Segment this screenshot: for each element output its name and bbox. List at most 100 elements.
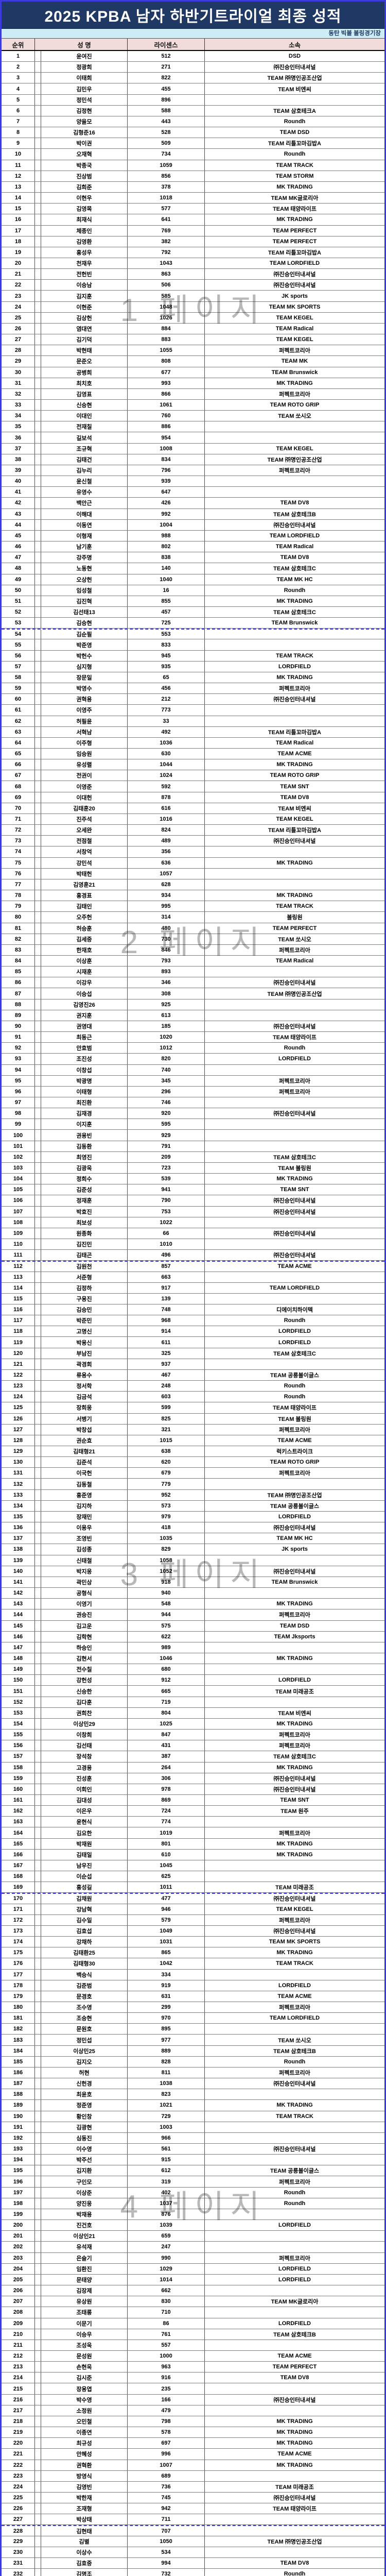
spacer-cell	[35, 1457, 41, 1468]
license-cell: 734	[128, 149, 205, 160]
license-cell: 1061	[128, 400, 205, 411]
license-cell: 808	[128, 356, 205, 367]
rank-cell: 166	[2, 1849, 35, 1860]
spacer-cell	[35, 2514, 41, 2525]
table-row: 158 고경용 264 MK TRADING	[2, 1762, 384, 1773]
spacer-cell	[35, 83, 41, 94]
license-cell: 940	[128, 1588, 205, 1599]
rank-cell: 115	[2, 1293, 35, 1304]
table-row: 145 김고운 575 TEAM DSD	[2, 1620, 384, 1632]
rank-cell: 23	[2, 291, 35, 301]
spacer-cell	[35, 1097, 41, 1108]
license-cell: 235	[128, 2383, 205, 2394]
rank-cell: 29	[2, 356, 35, 367]
affiliation-cell	[205, 1065, 384, 1075]
affiliation-cell: Roundh	[284, 118, 306, 125]
affiliation-cell: JK sports	[282, 293, 308, 299]
affiliation-cell: Roundh	[284, 2571, 306, 2576]
license-cell: 1010	[128, 1239, 205, 1250]
affiliation-cell: ㈜진승인터내셔널	[273, 64, 316, 71]
rank-cell: 141	[2, 1577, 35, 1588]
name-cell: 김채원	[41, 1894, 128, 1904]
affiliation-cell: LORDFIELD	[278, 1982, 311, 1989]
rank-cell: 207	[2, 2296, 35, 2307]
table-row: 57 심지형 935 LORDFIELD	[2, 661, 384, 672]
table-row: 154 이상민29 1025 MK TRADING	[2, 1718, 384, 1730]
rank-cell: 94	[2, 1064, 35, 1075]
spacer-cell	[35, 2231, 41, 2242]
table-row: 7 양을모 443 Roundh	[2, 116, 384, 128]
affiliation-cell: MK TRADING	[276, 598, 313, 604]
affiliation-cell	[205, 967, 384, 977]
spacer-cell	[35, 345, 41, 356]
spacer-cell	[35, 116, 41, 127]
rank-cell: 97	[2, 1097, 35, 1108]
table-row: 146 김학현 622 TEAM Jksports	[2, 1631, 384, 1642]
spacer-cell	[35, 334, 41, 345]
affiliation-cell: TEAM 볼링원	[278, 1165, 311, 1172]
license-cell: 489	[128, 836, 205, 846]
affiliation-cell: MK TRADING	[276, 1851, 313, 1858]
license-cell: 625	[128, 1871, 205, 1882]
name-cell: 이해대	[41, 509, 128, 519]
rank-cell: 145	[2, 1620, 35, 1631]
spacer-cell	[35, 1348, 41, 1359]
name-cell: 박광명	[41, 1075, 128, 1086]
license-cell: 793	[128, 955, 205, 967]
spacer-cell	[35, 1730, 41, 1740]
license-cell: 248	[128, 1381, 205, 1392]
table-row: 192 심동진 966	[2, 2132, 384, 2144]
affiliation-cell: LORDFIELD	[278, 1677, 311, 1684]
spacer-cell	[35, 2144, 41, 2155]
rank-cell: 229	[2, 2536, 35, 2547]
name-cell: 이영준	[41, 781, 128, 792]
name-cell: 윤현식	[41, 1817, 128, 1827]
license-cell: 912	[128, 1675, 205, 1686]
rank-cell: 230	[2, 2547, 35, 2557]
affiliation-cell: ㈜진승인터내셔널	[273, 697, 316, 703]
spacer-cell	[35, 1424, 41, 1435]
rank-cell: 84	[2, 955, 35, 967]
license-cell: 680	[128, 1664, 205, 1675]
table-row: 101 김동환 791	[2, 1141, 384, 1152]
rank-cell: 163	[2, 1817, 35, 1827]
name-cell: 정준영	[41, 2100, 128, 2111]
rank-cell: 204	[2, 2263, 35, 2274]
license-cell: 1055	[128, 345, 205, 356]
rank-cell: 195	[2, 2165, 35, 2176]
affiliation-cell: TEAM ACME	[277, 1263, 312, 1270]
spacer-cell	[35, 1958, 41, 1969]
name-cell: 권혁용	[41, 694, 128, 705]
name-cell: 김상헌	[41, 312, 128, 323]
table-row: 53 김승현 725 TEAM Brunswick	[2, 618, 384, 629]
license-cell: 1037	[128, 2198, 205, 2209]
table-row: 152 김다훈 719	[2, 1697, 384, 1708]
name-cell: 진주석	[41, 814, 128, 825]
affiliation-cell: TEAM ㈜명인공조산업	[267, 75, 322, 82]
rank-cell: 210	[2, 2329, 35, 2340]
affiliation-cell: TEAM TRACK	[276, 162, 313, 168]
license-cell: 979	[128, 1511, 205, 1522]
name-cell: 김장제	[41, 2285, 128, 2296]
affiliation-cell: MK TRADING	[276, 1840, 313, 1847]
table-row: 208 조태롱 710	[2, 2307, 384, 2318]
rank-cell: 128	[2, 1435, 35, 1446]
spacer-cell	[35, 1054, 41, 1064]
license-cell: 697	[128, 2438, 205, 2449]
rank-cell: 110	[2, 1239, 35, 1250]
affiliation-cell: TEAM 태양라이프	[273, 1405, 317, 1412]
license-cell: 325	[128, 1348, 205, 1359]
affiliation-cell: TEAM 리틀꼬마김밥A	[268, 827, 321, 834]
rank-cell: 212	[2, 2350, 35, 2362]
rank-cell: 60	[2, 694, 35, 705]
affiliation-cell: MK TRADING	[276, 216, 313, 223]
table-row: 15 김영목 577 TEAM 태양라이프	[2, 204, 384, 215]
table-row: 153 권희찬 804 TEAM 비엔씨	[2, 1707, 384, 1719]
table-header-row: 순위 성 명 라이센스 소속	[2, 39, 384, 51]
table-row: 215 장용엽 235	[2, 2383, 384, 2395]
affiliation-cell: TEAM 원주	[280, 1808, 309, 1815]
affiliation-cell: TEAM 공릉볼이글스	[270, 2168, 319, 2175]
spacer-cell	[35, 1533, 41, 1544]
rank-cell: 218	[2, 2416, 35, 2427]
license-cell: 306	[128, 1773, 205, 1784]
